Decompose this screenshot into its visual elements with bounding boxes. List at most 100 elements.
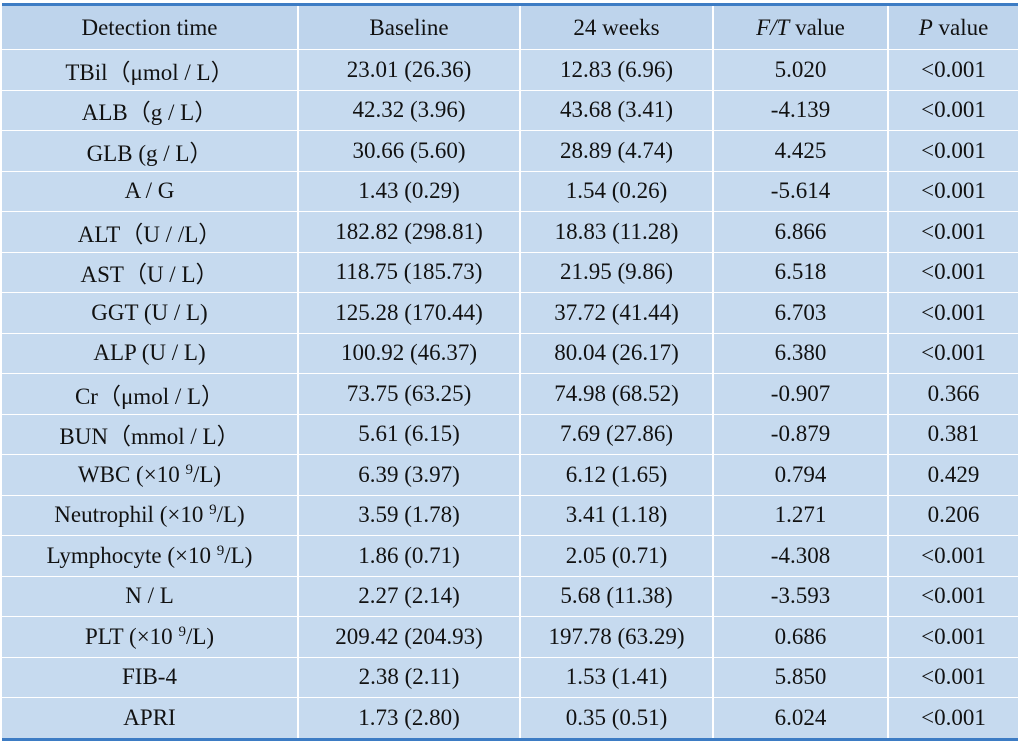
table-cell: <0.001: [887, 575, 1018, 617]
table-row: AST（U / L） 118.75 (185.73) 21.95 (9.86) 6.5…: [2, 251, 1018, 293]
row-label: GLB (g / L）: [2, 130, 298, 171]
table-row: A / G 1.43 (0.29) 1.54 (0.26) -5.614 <0.001: [2, 170, 1018, 212]
row-label: AST（U / L）: [2, 251, 298, 293]
row-label: BUN（mmol / L）: [2, 413, 298, 455]
header-cell: Detection time: [2, 4, 298, 50]
table-cell: 1.43 (0.29): [297, 170, 520, 212]
table-cell: 23.01 (26.36): [297, 49, 520, 90]
text-run: /L): [192, 461, 222, 487]
text-run: /L): [185, 623, 215, 649]
table-cell: 74.98 (68.52): [519, 373, 713, 414]
table-cell: -4.139: [712, 89, 888, 131]
text-run: /L): [216, 502, 245, 528]
table-cell: 0.429: [887, 454, 1018, 495]
table-cell: 37.72 (41.44): [519, 292, 713, 333]
row-label: TBil（μmol / L）: [2, 49, 298, 90]
header-cell: F/T value: [712, 4, 888, 50]
table-cell: 2.05 (0.71): [519, 535, 713, 576]
table-cell: 0.794: [712, 454, 888, 495]
table-cell: 73.75 (63.25): [297, 373, 520, 414]
superscript: 9: [209, 502, 217, 519]
table-cell: 0.35 (0.51): [519, 697, 713, 739]
table-row: WBC (×10 9/L) 6.39 (3.97) 6.12 (1.65) 0.794…: [2, 454, 1018, 495]
table-row: APRI 1.73 (2.80) 0.35 (0.51) 6.024 <0.001: [2, 697, 1018, 739]
row-label: Neutrophil (×10 9/L): [2, 494, 298, 536]
row-label: Lymphocyte (×10 9/L): [2, 535, 298, 576]
table-cell: 6.12 (1.65): [519, 454, 713, 495]
table-row: ALP (U / L) 100.92 (46.37) 80.04 (26.17) 6.…: [2, 332, 1018, 374]
table-cell: 30.66 (5.60): [297, 130, 520, 171]
table-cell: 0.381: [887, 413, 1018, 455]
table-cell: <0.001: [887, 49, 1018, 90]
text-run: value: [932, 14, 989, 40]
table-cell: 6.518: [712, 251, 888, 293]
table-row: ALT（U / /L） 182.82 (298.81) 18.83 (11.28) 6…: [2, 211, 1018, 252]
superscript: 9: [185, 461, 193, 478]
table-cell: <0.001: [887, 89, 1018, 131]
table-cell: 6.39 (3.97): [297, 454, 520, 495]
table-container: Detection time Baseline 24 weeks F/T value P…: [2, 3, 1018, 741]
table-cell: <0.001: [887, 211, 1018, 252]
table-cell: -5.614: [712, 170, 888, 212]
table-cell: 2.27 (2.14): [297, 575, 520, 617]
table-row: Neutrophil (×10 9/L) 3.59 (1.78) 3.41 (1.1…: [2, 494, 1018, 536]
table-cell: 5.68 (11.38): [519, 575, 713, 617]
table-row: Lymphocyte (×10 9/L) 1.86 (0.71) 2.05 (0.7…: [2, 535, 1018, 576]
text-run: WBC (×10: [77, 461, 186, 487]
table-cell: 5.850: [712, 656, 888, 698]
text-run: Lymphocyte (×10: [46, 542, 217, 568]
row-label: Cr（μmol / L）: [2, 373, 298, 414]
text-run: Neutrophil (×10: [54, 502, 210, 528]
table-body: TBil（μmol / L） 23.01 (26.36) 12.83 (6.96) 5…: [2, 49, 1018, 739]
table-cell: 0.366: [887, 373, 1018, 414]
row-label: A / G: [2, 170, 298, 212]
row-label: PLT (×10 9/L): [2, 616, 298, 657]
row-label: ALP (U / L): [2, 332, 298, 374]
header-cell: Baseline: [297, 4, 520, 50]
row-label: ALB（g / L）: [2, 89, 298, 131]
table-cell: 42.32 (3.96): [297, 89, 520, 131]
table-cell: <0.001: [887, 292, 1018, 333]
table-cell: <0.001: [887, 170, 1018, 212]
header-row: Detection time Baseline 24 weeks F/T value P…: [2, 4, 1018, 50]
table-cell: 5.61 (6.15): [297, 413, 520, 455]
table-row: BUN（mmol / L） 5.61 (6.15) 7.69 (27.86) -0.8…: [2, 413, 1018, 455]
table-cell: <0.001: [887, 616, 1018, 657]
table-row: FIB-4 2.38 (2.11) 1.53 (1.41) 5.850 <0.001: [2, 656, 1018, 698]
table-cell: 182.82 (298.81): [297, 211, 520, 252]
row-label: APRI: [2, 697, 298, 739]
table-row: N / L 2.27 (2.14) 5.68 (11.38) -3.593 <0.001: [2, 575, 1018, 617]
table-cell: 12.83 (6.96): [519, 49, 713, 90]
table-row: TBil（μmol / L） 23.01 (26.36) 12.83 (6.96) 5…: [2, 49, 1018, 90]
italic-text: P: [918, 14, 933, 40]
table-cell: 3.59 (1.78): [297, 494, 520, 536]
table-cell: 18.83 (11.28): [519, 211, 713, 252]
table-cell: -0.907: [712, 373, 888, 414]
header-cell: 24 weeks: [519, 4, 713, 50]
table-cell: 1.54 (0.26): [519, 170, 713, 212]
table-cell: 197.78 (63.29): [519, 616, 713, 657]
table-row: GLB (g / L） 30.66 (5.60) 28.89 (4.74) 4.425…: [2, 130, 1018, 171]
table-cell: 1.73 (2.80): [297, 697, 520, 739]
table-cell: 1.86 (0.71): [297, 535, 520, 576]
row-label: ALT（U / /L）: [2, 211, 298, 252]
table-cell: 2.38 (2.11): [297, 656, 520, 698]
table-cell: 7.69 (27.86): [519, 413, 713, 455]
table-cell: 6.380: [712, 332, 888, 374]
table-cell: 4.425: [712, 130, 888, 171]
table-cell: <0.001: [887, 130, 1018, 171]
table-cell: 5.020: [712, 49, 888, 90]
header-cell: P value: [887, 4, 1018, 50]
results-table: Detection time Baseline 24 weeks F/T value P…: [2, 3, 1018, 741]
table-cell: 6.703: [712, 292, 888, 333]
superscript: 9: [216, 542, 225, 559]
row-label: GGT (U / L): [2, 292, 298, 333]
row-label: N / L: [2, 575, 298, 617]
table-row: GGT (U / L) 125.28 (170.44) 37.72 (41.44) 6…: [2, 292, 1018, 333]
row-label: FIB-4: [2, 656, 298, 698]
table-cell: 1.271: [712, 494, 888, 536]
text-run: value: [789, 14, 845, 40]
table-cell: 6.024: [712, 697, 888, 739]
table-cell: 21.95 (9.86): [519, 251, 713, 293]
